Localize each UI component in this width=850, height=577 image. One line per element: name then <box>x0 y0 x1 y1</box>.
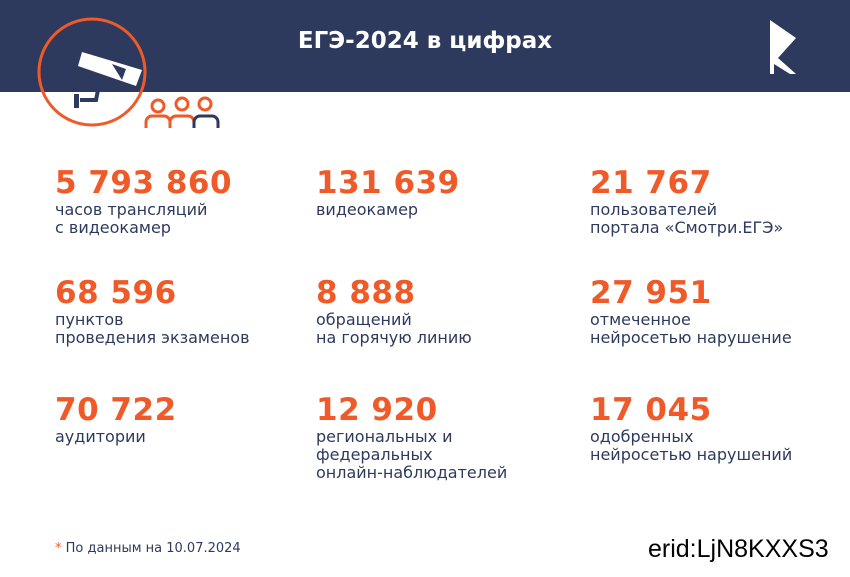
footnote: * По данным на 10.07.2024 <box>55 541 241 556</box>
icons <box>37 17 796 128</box>
header-band <box>0 0 850 92</box>
stat-label: обращений <box>316 310 412 329</box>
stat-item: 12 920 региональных и федеральных онлайн-на… <box>316 392 507 482</box>
stat-label: аудитории <box>55 427 146 446</box>
stat-item: 68 596 пунктов проведения экзаменов <box>55 275 250 347</box>
stat-value: 70 722 <box>55 392 177 428</box>
stat-item: 131 639 видеокамер <box>316 165 460 219</box>
stat-label: одобренных <box>590 427 694 446</box>
stat-label: федеральных <box>316 445 433 464</box>
stat-label: проведения экзаменов <box>55 328 250 347</box>
stat-label: видеокамер <box>316 200 419 219</box>
stat-item: 27 951 отмеченное нейросетью нарушение <box>590 275 792 347</box>
stat-value: 5 793 860 <box>55 165 233 201</box>
title: ЕГЭ-2024 в цифрах <box>297 28 553 54</box>
stat-label: отмеченное <box>590 310 691 329</box>
stat-item: 70 722 аудитории <box>55 392 177 446</box>
stat-item: 21 767 пользователей портала «Смотри.ЕГЭ» <box>590 165 783 237</box>
stat-label: часов трансляций <box>55 200 208 219</box>
stat-value: 21 767 <box>590 165 712 201</box>
icon-circle <box>37 17 147 127</box>
stat-label: нейросетью нарушений <box>590 445 793 464</box>
stat-label: региональных и <box>316 427 453 446</box>
stat-value: 17 045 <box>590 392 712 428</box>
stat-label: на горячую линию <box>316 328 472 347</box>
stat-value: 12 920 <box>316 392 438 428</box>
people-icon <box>144 96 220 128</box>
footnote-text: По данным на 10.07.2024 <box>65 541 241 556</box>
stat-value: 131 639 <box>316 165 460 201</box>
logo <box>770 20 796 74</box>
stat-label: с видеокамер <box>55 218 171 237</box>
stat-label: пунктов <box>55 310 124 329</box>
stat-item: 17 045 одобренных нейросетью нарушений <box>590 392 792 464</box>
stat-item: 8 888 обращений на горячую линию <box>316 275 472 347</box>
erid: erid:LjN8KXXS3 <box>648 535 829 563</box>
stat-value: 8 888 <box>316 275 416 311</box>
stat-label: пользователей <box>590 200 718 219</box>
stat-value: 27 951 <box>590 275 712 311</box>
stat-value: 68 596 <box>55 275 177 311</box>
camera-icon <box>74 52 142 108</box>
stat-label: нейросетью нарушение <box>590 328 792 347</box>
stat-label: портала «Смотри.ЕГЭ» <box>590 218 784 237</box>
stat-item: 5 793 860 часов трансляций с видеокамер <box>55 165 232 237</box>
stat-label: онлайн-наблюдателей <box>316 463 508 482</box>
footnote-mark: * <box>55 541 62 556</box>
